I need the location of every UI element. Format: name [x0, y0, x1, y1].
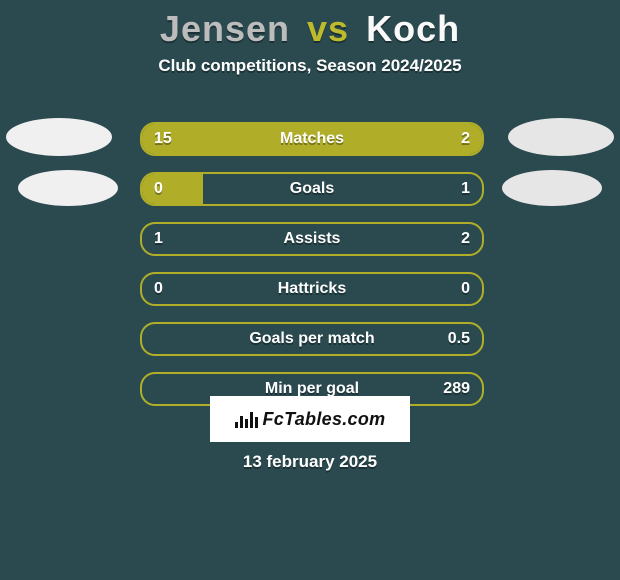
comparison-card: Jensen vs Koch Club competitions, Season…	[0, 0, 620, 580]
bar-right-value: 2	[461, 224, 470, 254]
bar-label: Matches	[142, 124, 482, 154]
bar-goals-per-match: Goals per match 0.5	[140, 322, 484, 356]
player2-name: Koch	[366, 8, 460, 49]
logo: FcTables.com	[210, 396, 410, 442]
bar-hattricks: 0 Hattricks 0	[140, 272, 484, 306]
bar-right-value: 0	[461, 274, 470, 304]
bar-goals: 0 Goals 1	[140, 172, 484, 206]
bar-matches: 15 Matches 2	[140, 122, 484, 156]
page-title: Jensen vs Koch	[0, 0, 620, 50]
bar-right-value: 1	[461, 174, 470, 204]
bar-label: Goals per match	[142, 324, 482, 354]
player1-team-avatar	[18, 170, 118, 206]
subtitle: Club competitions, Season 2024/2025	[0, 56, 620, 76]
date: 13 february 2025	[0, 452, 620, 472]
bar-right-value: 0.5	[448, 324, 470, 354]
bar-right-value: 289	[443, 374, 470, 404]
bar-chart-icon	[235, 410, 257, 428]
bar-right-value: 2	[461, 124, 470, 154]
bar-label: Hattricks	[142, 274, 482, 304]
bar-label: Assists	[142, 224, 482, 254]
stat-bars: 15 Matches 2 0 Goals 1 1 Assists 2 0 Hat…	[140, 122, 480, 422]
vs-label: vs	[307, 8, 349, 49]
logo-text: FcTables.com	[263, 409, 386, 430]
bar-label: Goals	[142, 174, 482, 204]
player1-name: Jensen	[160, 8, 290, 49]
player1-avatar	[6, 118, 112, 156]
player2-avatar	[508, 118, 614, 156]
bar-assists: 1 Assists 2	[140, 222, 484, 256]
player2-team-avatar	[502, 170, 602, 206]
